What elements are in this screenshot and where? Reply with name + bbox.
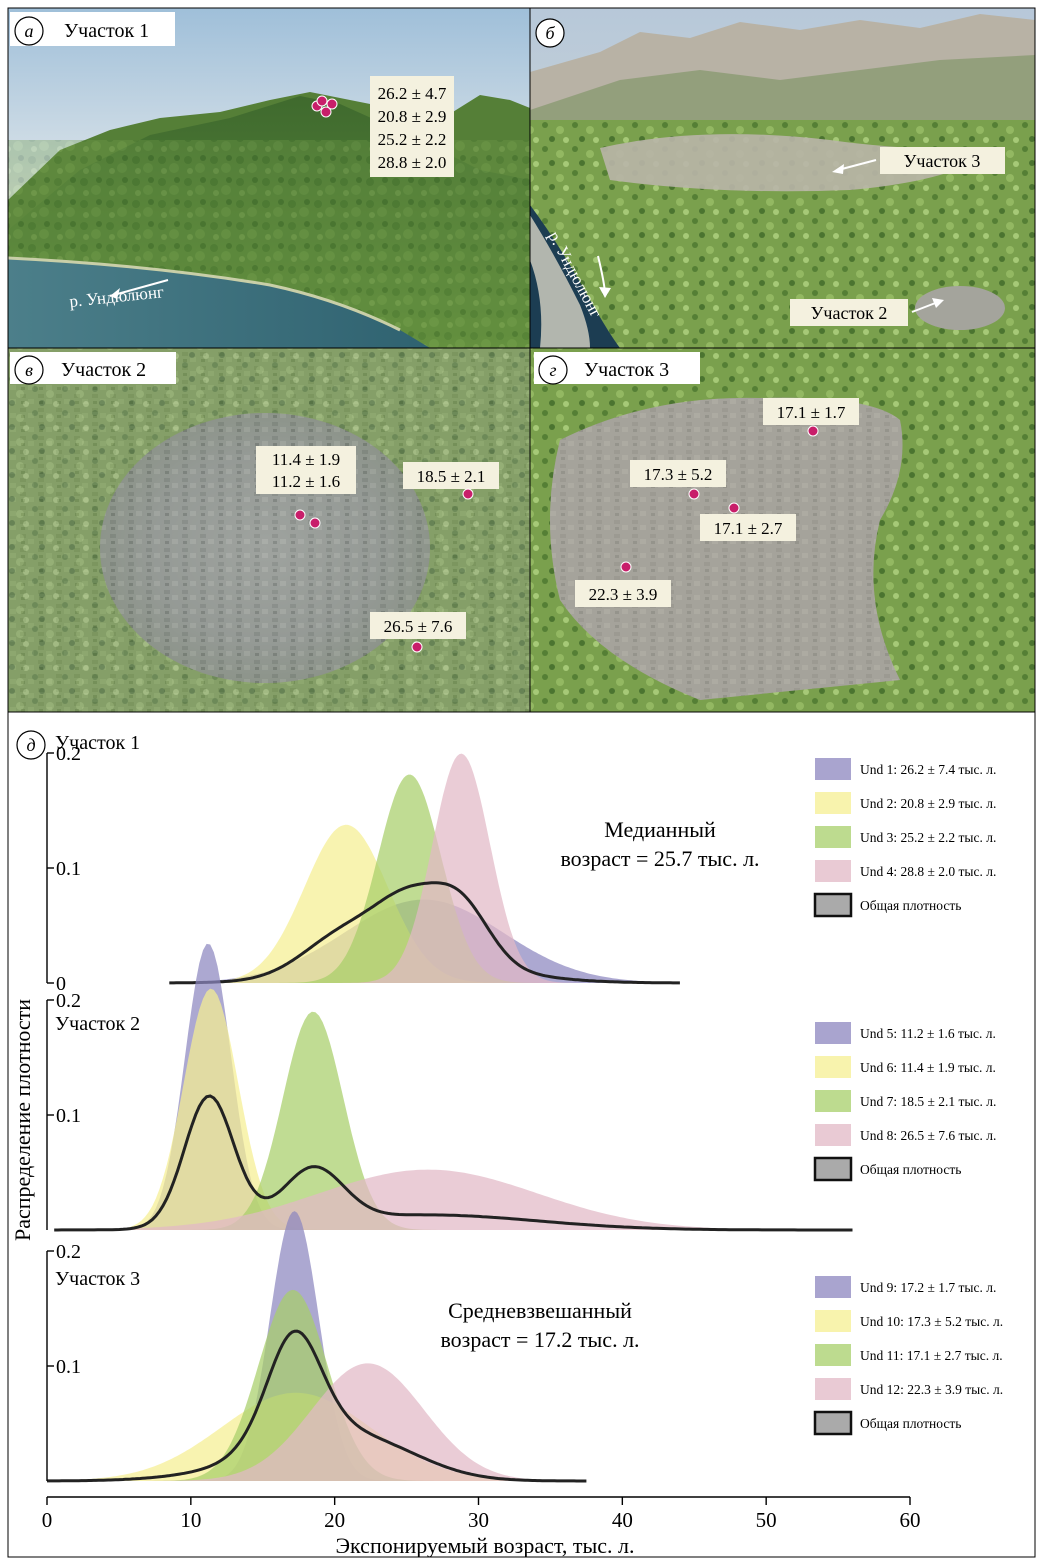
panel-letter-b: б xyxy=(545,23,555,43)
subplot-title: Участок 2 xyxy=(55,1013,140,1035)
y-tick-label: 0.1 xyxy=(56,1105,81,1127)
age-label-g1: 17.1 ± 1.7 xyxy=(777,403,846,422)
x-tick-label: 40 xyxy=(612,1508,633,1532)
age-label-g4: 22.3 ± 3.9 xyxy=(589,585,658,604)
y-axis-label: Распределение плотности xyxy=(10,999,35,1241)
density-area-yellow xyxy=(54,988,853,1230)
age-label-v3: 26.5 ± 7.6 xyxy=(384,617,453,636)
y-tick-label: 0.2 xyxy=(56,1241,81,1263)
photo-panel-a: 26.2 ± 4.7 20.8 ± 2.9 25.2 ± 2.2 28.8 ± 2.0… xyxy=(7,7,531,349)
density-area-pink xyxy=(169,753,680,983)
legend-swatch-yellow xyxy=(815,1310,851,1332)
river-water xyxy=(8,258,430,348)
legend-label: Und 1: 26.2 ± 7.4 тыс. л. xyxy=(860,762,996,777)
legend-label: Und 5: 11.2 ± 1.6 тыс. л. xyxy=(860,1026,996,1041)
legend-swatch-pink xyxy=(815,1378,851,1400)
legend-label: Общая плотность xyxy=(860,1416,961,1431)
panel-letter-circle xyxy=(14,16,44,46)
legend-swatch-total xyxy=(813,1156,853,1182)
legend-label: Und 9: 17.2 ± 1.7 тыс. л. xyxy=(860,1280,996,1295)
photo-panel-g: 17.1 ± 1.7 17.3 ± 5.2 17.1 ± 2.7 22.3 ± … xyxy=(529,347,1036,713)
legend-label: Und 3: 25.2 ± 2.2 тыс. л. xyxy=(860,830,996,845)
age-label-g2: 17.3 ± 5.2 xyxy=(644,465,713,484)
label-site3: Участок 3 xyxy=(904,151,981,171)
x-tick-label: 10 xyxy=(180,1508,201,1532)
density-area-green xyxy=(47,1289,587,1481)
legend-label: Und 4: 28.8 ± 2.0 тыс. л. xyxy=(860,864,996,879)
panel-headers: а Участок 1 б в Участок 2 г Участок 3 xyxy=(10,12,700,385)
chart-panel-frame xyxy=(7,711,1036,1558)
density-area-pink xyxy=(54,1169,853,1230)
subplot-annotation: Средневзвешанный возраст = 17.2 тыс. л. xyxy=(440,1298,639,1352)
label-site2: Участок 2 xyxy=(811,303,888,323)
legend-swatch-purple xyxy=(815,1022,851,1044)
panel-letter-a: а xyxy=(25,21,34,41)
legend-swatch-yellow xyxy=(815,792,851,814)
legend-label: Und 12: 22.3 ± 3.9 тыс. л. xyxy=(860,1382,1003,1397)
legend: Und 9: 17.2 ± 1.7 тыс. л. Und 10: 17.3 ± … xyxy=(813,1276,1003,1436)
x-tick-label: 0 xyxy=(42,1508,53,1532)
legend-label: Und 6: 11.4 ± 1.9 тыс. л. xyxy=(860,1060,996,1075)
legend: Und 1: 26.2 ± 7.4 тыс. л. Und 2: 20.8 ± 2… xyxy=(813,758,996,918)
panel-title-a: Участок 1 xyxy=(64,20,149,42)
panel-letter-g: г xyxy=(549,360,556,380)
y-tick-label: 0.2 xyxy=(56,990,81,1012)
age-label-v1: 11.4 ± 1.9 11.2 ± 1.6 xyxy=(272,450,340,491)
legend-label: Общая плотность xyxy=(860,898,961,913)
x-tick-label: 30 xyxy=(468,1508,489,1532)
x-axis-label: Экспонируемый возраст, тыс. л. xyxy=(336,1533,635,1558)
y-tick-label: 0.2 xyxy=(56,743,81,765)
x-tick-label: 20 xyxy=(324,1508,345,1532)
y-tick-label: 0 xyxy=(56,973,66,995)
density-area-pink xyxy=(47,1363,587,1481)
sample-markers-a xyxy=(311,95,338,118)
panel-title-g: Участок 3 xyxy=(584,359,669,381)
legend-swatch-pink xyxy=(815,860,851,882)
total-density-line xyxy=(47,1329,587,1483)
panel-letter-v: в xyxy=(25,360,33,380)
legend: Und 5: 11.2 ± 1.6 тыс. л. Und 6: 11.4 ± 1… xyxy=(813,1022,996,1182)
y-tick-label: 0.1 xyxy=(56,858,81,880)
site2-scree xyxy=(915,286,1005,330)
legend-label: Und 7: 18.5 ± 2.1 тыс. л. xyxy=(860,1094,996,1109)
density-area-yellow xyxy=(169,824,680,983)
x-tick-label: 60 xyxy=(900,1508,921,1532)
legend-swatch-total xyxy=(813,892,853,918)
age-label-v2: 18.5 ± 2.1 xyxy=(417,467,486,486)
age-label-a1: 26.2 ± 4.7 20.8 ± 2.9 25.2 ± 2.2 28.8 ± 2.0 xyxy=(378,84,447,172)
age-label-box xyxy=(370,76,454,177)
legend-swatch-total xyxy=(813,1410,853,1436)
subplot-3: Участок 3 0.1 0.2 Средневзвешанный возраст =… xyxy=(46,1211,1003,1483)
legend-swatch-green xyxy=(815,826,851,848)
legend-swatch-purple xyxy=(815,1276,851,1298)
density-chart: Участок 1 0 0.1 0.2 Медианный возраст = 25.7 … xyxy=(10,732,1003,1558)
panel-letter-d: д xyxy=(26,735,35,755)
legend-swatch-green xyxy=(815,1090,851,1112)
subplot-annotation: Медианный возраст = 25.7 тыс. л. xyxy=(560,817,759,871)
legend-swatch-green xyxy=(815,1344,851,1366)
panel-title-v: Участок 2 xyxy=(61,359,146,381)
legend-swatch-pink xyxy=(815,1124,851,1146)
subplot-2: Участок 2 0.1 0.2 Und 5: 11.2 ± 1.6 тыс. л.… xyxy=(46,943,996,1232)
legend-label: Und 8: 26.5 ± 7.6 тыс. л. xyxy=(860,1128,996,1143)
age-label-g3: 17.1 ± 2.7 xyxy=(714,519,783,538)
photo-panel-v: 11.4 ± 1.9 11.2 ± 1.6 18.5 ± 2.1 26.5 ± 7… xyxy=(7,347,531,713)
legend-swatch-yellow xyxy=(815,1056,851,1078)
legend-label: Und 11: 17.1 ± 2.7 тыс. л. xyxy=(860,1348,1003,1363)
legend-label: Общая плотность xyxy=(860,1162,961,1177)
subplot-title: Участок 3 xyxy=(55,1268,140,1290)
total-density-line xyxy=(169,881,680,985)
legend-label: Und 10: 17.3 ± 5.2 тыс. л. xyxy=(860,1314,1003,1329)
legend-swatch-purple xyxy=(815,758,851,780)
subplot-title: Участок 1 xyxy=(55,732,140,754)
y-tick-label: 0.1 xyxy=(56,1356,81,1378)
subplot-1: Участок 1 0 0.1 0.2 Медианный возраст = 25.7 … xyxy=(46,732,996,995)
photo-panel-b: р. Ундюлюнг Участок 3 Участок 2 xyxy=(529,7,1036,349)
x-tick-label: 50 xyxy=(756,1508,777,1532)
density-area-green xyxy=(169,774,680,983)
total-density-line xyxy=(54,1094,853,1232)
legend-label: Und 2: 20.8 ± 2.9 тыс. л. xyxy=(860,796,996,811)
